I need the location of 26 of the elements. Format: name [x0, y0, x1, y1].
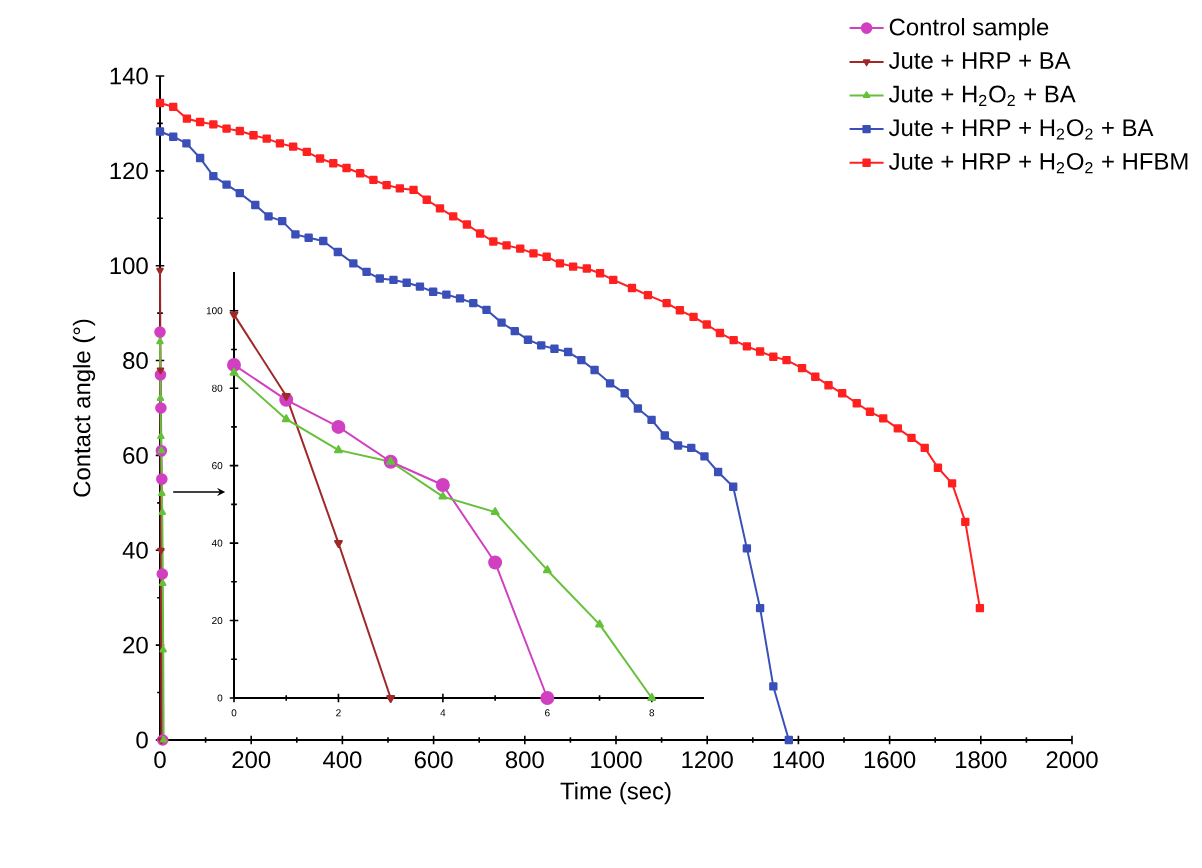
- y-tick-label: 100: [110, 257, 148, 275]
- y-tick-label: 120: [110, 162, 148, 180]
- y-tick-label: 40: [122, 541, 148, 559]
- x-tick-label: 600: [414, 751, 453, 769]
- x-tick-label: 1600: [864, 751, 916, 769]
- x-tick-label: 800: [505, 751, 544, 769]
- x-tick-label: 1400: [773, 751, 825, 769]
- y-tick-label: 20: [123, 636, 148, 654]
- legend-label: Jute + H$_{2}$O$_{2}$ + BA: [888, 85, 1076, 106]
- x-tick-label: 1800: [956, 751, 1007, 769]
- x-axis-title: Time (sec): [560, 781, 671, 805]
- y-axis-title: Contact angle (°): [72, 319, 96, 497]
- y-tick-label: 0: [136, 731, 148, 749]
- legend-label: Jute + HRP + H$_{2}$O$_{2}$ + HFBM: [888, 152, 1188, 174]
- x-tick-label: 400: [323, 751, 362, 769]
- x-tick-label: 1200: [682, 751, 733, 769]
- y-tick-label: 140: [110, 67, 148, 85]
- legend-label: Jute + HRP + BA: [888, 52, 1071, 69]
- x-tick-label: 1000: [591, 751, 642, 769]
- y-tick-label: 60: [123, 446, 148, 464]
- x-tick-label: 0: [154, 751, 166, 769]
- legend-label: Control sample: [889, 17, 1049, 41]
- x-tick-label: 200: [232, 751, 271, 769]
- y-tick-label: 80: [123, 352, 148, 370]
- x-tick-label: 2000: [1046, 751, 1098, 769]
- legend-label: Jute + HRP + H$_{2}$O$_{2}$ + BA: [888, 119, 1154, 140]
